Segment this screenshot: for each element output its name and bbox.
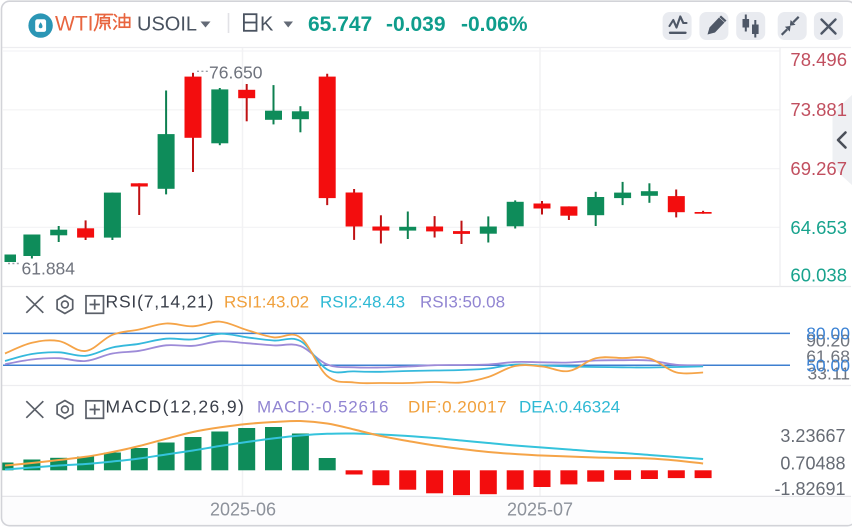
svg-text:33.11: 33.11 (808, 363, 851, 383)
svg-text:RSI1:43.02: RSI1:43.02 (224, 293, 309, 312)
svg-text:65.747: 65.747 (308, 13, 372, 36)
svg-text:61.884: 61.884 (22, 259, 76, 279)
svg-text:76.650: 76.650 (209, 63, 263, 83)
svg-text:50.00: 50.00 (806, 355, 850, 375)
svg-text:WTI: WTI (55, 12, 93, 35)
svg-text:DIF:0.20017: DIF:0.20017 (408, 398, 507, 417)
svg-text:USOIL: USOIL (137, 13, 197, 35)
svg-text:2025-06: 2025-06 (210, 500, 276, 520)
svg-text:60.038: 60.038 (790, 264, 847, 285)
svg-text:64.653: 64.653 (790, 217, 847, 238)
svg-text:MACD(12,26,9): MACD(12,26,9) (106, 397, 246, 417)
svg-text:DEA:0.46324: DEA:0.46324 (519, 398, 620, 417)
svg-text:69.267: 69.267 (790, 158, 847, 179)
svg-text:78.496: 78.496 (790, 49, 847, 70)
svg-text:RSI(7,14,21): RSI(7,14,21) (106, 292, 215, 312)
svg-text:K: K (260, 13, 274, 35)
svg-text:90.20: 90.20 (806, 331, 850, 351)
svg-text:0.70488: 0.70488 (780, 454, 845, 474)
svg-text:2025-07: 2025-07 (507, 500, 573, 520)
svg-text:-0.039: -0.039 (386, 13, 446, 36)
svg-text:-0.06%: -0.06% (461, 13, 528, 36)
svg-text:RSI3:50.08: RSI3:50.08 (420, 293, 505, 312)
svg-text:3.23667: 3.23667 (780, 426, 845, 446)
svg-text:61.68: 61.68 (806, 347, 850, 367)
svg-text:73.881: 73.881 (790, 99, 847, 120)
svg-text:-1.82691: -1.82691 (774, 479, 845, 499)
svg-text:MACD:-0.52616: MACD:-0.52616 (257, 398, 389, 417)
svg-text:80.00: 80.00 (806, 323, 850, 343)
svg-text:RSI2:48.43: RSI2:48.43 (320, 293, 405, 312)
